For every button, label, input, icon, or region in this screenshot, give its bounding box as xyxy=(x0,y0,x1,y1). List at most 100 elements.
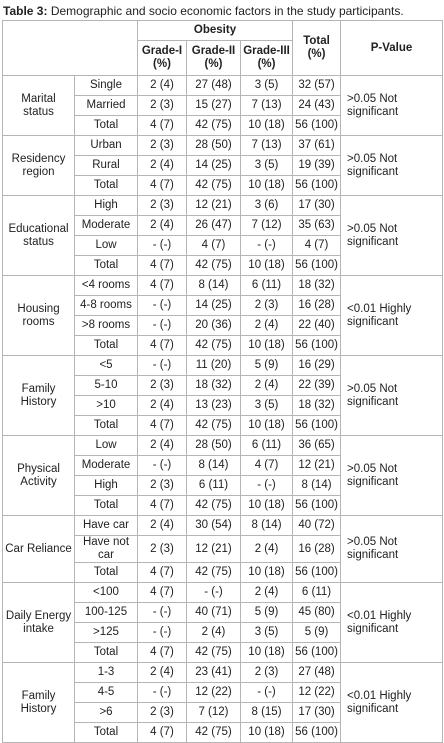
value-cell: 2 (4) xyxy=(239,375,294,396)
header-blank xyxy=(2,20,138,76)
group-label: Car Reliance xyxy=(2,515,75,583)
category-cell: Total xyxy=(74,562,138,583)
value-cell: 20 (36) xyxy=(186,315,241,336)
table-title: Table 3: Demographic and socio economic … xyxy=(0,0,444,20)
value-cell: - (-) xyxy=(137,315,187,336)
value-cell: 8 (14) xyxy=(292,475,342,496)
value-cell: 28 (50) xyxy=(186,135,241,156)
value-cell: - (-) xyxy=(239,475,294,496)
value-cell: 10 (18) xyxy=(239,335,294,356)
table-row: >125- (-) 2 (4) 3 (5) 5 (9) xyxy=(3,622,443,643)
category-cell: <4 rooms xyxy=(74,275,138,296)
data-table: Obesity Total (%) P-Value Grade-I (%) Gr… xyxy=(2,20,444,743)
value-cell: 4 (7) xyxy=(292,235,342,256)
group-label: Residency region xyxy=(2,135,75,196)
value-cell: 17 (30) xyxy=(292,702,342,723)
table-row: Family History <5- (-) 11 (20) 5 (9) 16 (29)… xyxy=(2,355,444,436)
value-cell: 2 (3) xyxy=(137,135,187,156)
value-cell: 42 (75) xyxy=(186,722,241,743)
category-cell: Moderate xyxy=(74,215,138,236)
value-cell: 10 (18) xyxy=(239,255,294,276)
value-cell: 14 (25) xyxy=(186,155,241,176)
value-cell: 2 (3) xyxy=(239,295,294,316)
p-value: >0.05 Not significant xyxy=(340,435,444,516)
value-cell: 4 (7) xyxy=(137,495,187,516)
value-cell: 17 (30) xyxy=(292,195,342,216)
value-cell: 7 (12) xyxy=(239,215,294,236)
value-cell: 24 (43) xyxy=(292,95,342,116)
group-label: Marital status xyxy=(2,75,75,136)
value-cell: 56 (100) xyxy=(292,722,342,743)
category-cell: Total xyxy=(74,335,138,356)
category-cell: Single xyxy=(74,75,138,96)
value-cell: 56 (100) xyxy=(292,175,342,196)
value-cell: 2 (4) xyxy=(239,315,294,336)
value-cell: 7 (13) xyxy=(239,135,294,156)
value-cell: 42 (75) xyxy=(186,175,241,196)
value-cell: 27 (48) xyxy=(186,75,241,96)
value-cell: 2 (4) xyxy=(137,155,187,176)
group-label: Daily Energy intake xyxy=(2,582,75,663)
value-cell: 18 (32) xyxy=(292,275,342,296)
table-row: 100-125- (-) 40 (71) 5 (9) 45 (80) xyxy=(3,602,443,623)
value-cell: 2 (4) xyxy=(137,515,187,536)
value-cell: 5 (9) xyxy=(239,355,294,376)
category-cell: Have not car xyxy=(74,535,138,563)
p-value: <0.01 Highly significant xyxy=(340,662,444,743)
table-row: Marital status Single 2 (4) 27 (48) 3 (5) 32 … xyxy=(2,75,444,136)
value-cell: 28 (50) xyxy=(186,435,241,456)
table-row: Total 4 (7) 42 (75) 10 (18) 56 (100) xyxy=(3,335,443,356)
value-cell: - (-) xyxy=(137,622,187,643)
category-cell: >6 xyxy=(74,702,138,723)
value-cell: 56 (100) xyxy=(292,642,342,663)
value-cell: 3 (5) xyxy=(239,622,294,643)
category-cell: Low xyxy=(74,435,138,456)
table-row: 4-5- (-) 12 (22) - (-) 12 (22) xyxy=(3,682,443,703)
value-cell: 2 (3) xyxy=(137,535,187,563)
table-row: Physical Activity Low 2 (4) 28 (50) 6 (11) 36… xyxy=(2,435,444,516)
value-cell: 36 (65) xyxy=(292,435,342,456)
value-cell: 4 (7) xyxy=(137,415,187,436)
value-cell: 10 (18) xyxy=(239,115,294,136)
value-cell: 37 (61) xyxy=(292,135,342,156)
value-cell: 3 (6) xyxy=(239,195,294,216)
header-cell: Total (%) xyxy=(292,20,342,76)
value-cell: - (-) xyxy=(137,295,187,316)
value-cell: 16 (29) xyxy=(292,355,342,376)
value-cell: 35 (63) xyxy=(292,215,342,236)
category-cell: >10 xyxy=(74,395,138,416)
value-cell: 4 (7) xyxy=(137,722,187,743)
value-cell: 40 (72) xyxy=(292,515,342,536)
table-row: Car Reliance Have car 2 (4) 30 (54) 8 (14) 40… xyxy=(2,515,444,583)
p-value: >0.05 Not significant xyxy=(340,75,444,136)
value-cell: 42 (75) xyxy=(186,415,241,436)
header-cell: Grade-III (%) xyxy=(239,40,294,76)
value-cell: 11 (20) xyxy=(186,355,241,376)
value-cell: 42 (75) xyxy=(186,495,241,516)
table-row: Married 2 (3) 15 (27) 7 (13) 24 (43) xyxy=(3,95,443,116)
table-row: Total 4 (7) 42 (75) 10 (18) 56 (100) xyxy=(3,562,443,583)
category-cell: Moderate xyxy=(74,455,138,476)
category-cell: >8 rooms xyxy=(74,315,138,336)
p-value: >0.05 Not significant xyxy=(340,355,444,436)
value-cell: - (-) xyxy=(137,235,187,256)
value-cell: 22 (39) xyxy=(292,375,342,396)
category-cell: Total xyxy=(74,642,138,663)
p-value: >0.05 Not significant xyxy=(340,515,444,583)
table-row: Residency region Urban 2 (3) 28 (50) 7 (13) 3… xyxy=(2,135,444,196)
category-cell: 5-10 xyxy=(74,375,138,396)
value-cell: 2 (4) xyxy=(137,662,187,683)
table-row: Rural 2 (4) 14 (25) 3 (5) 19 (39) xyxy=(3,155,443,176)
header-cell: P-Value xyxy=(340,20,444,76)
value-cell: 42 (75) xyxy=(186,255,241,276)
table-row: 4-8 rooms - (-) 14 (25) 2 (3) 16 (28) xyxy=(3,295,443,316)
category-cell: 1-3 xyxy=(74,662,138,683)
value-cell: 4 (7) xyxy=(137,255,187,276)
value-cell: 2 (3) xyxy=(137,702,187,723)
value-cell: 2 (3) xyxy=(239,662,294,683)
value-cell: 42 (75) xyxy=(186,562,241,583)
category-cell: Low xyxy=(74,235,138,256)
header-cell: Grade-I (%) xyxy=(137,40,187,76)
value-cell: 42 (75) xyxy=(186,642,241,663)
value-cell: - (-) xyxy=(239,235,294,256)
